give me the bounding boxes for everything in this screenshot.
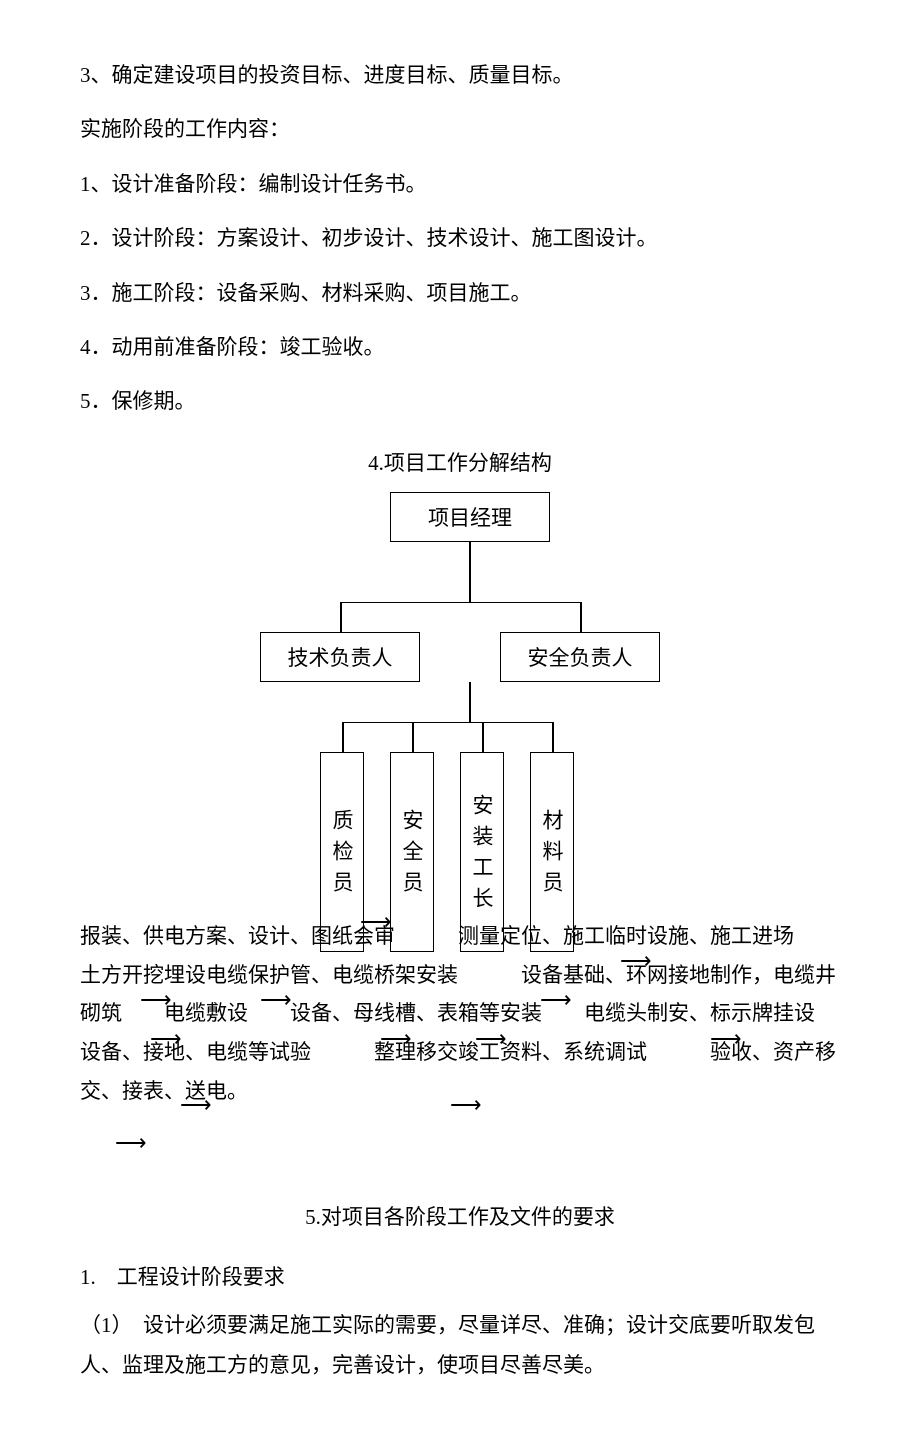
paragraph-impl-heading: 实施阶段的工作内容：	[80, 104, 840, 154]
req-para-1-1: （1） 设计必须要满足施工实际的需要，尽量详尽、准确；设计交底要听取发包人、监理…	[80, 1306, 840, 1386]
paragraph-impl-4: 4．动用前准备阶段：竣工验收。	[80, 322, 840, 372]
flow-container: 报装、供电方案、设计、图纸会审 测量定位、施工临时设施、施工进场 土方开挖埋设电…	[80, 917, 840, 1111]
node-safety-lead: 安全负责人	[500, 632, 660, 682]
connector-line	[340, 602, 580, 604]
arrow-icon: ⟶	[360, 909, 392, 935]
paragraph-3: 3、确定建设项目的投资目标、进度目标、质量目标。	[80, 50, 840, 100]
arrow-icon: ⟶	[450, 1092, 482, 1118]
arrow-icon: ⟶	[380, 1026, 412, 1052]
connector-line	[340, 602, 342, 632]
connector-line	[469, 682, 471, 722]
paragraph-impl-1: 1、设计准备阶段：编制设计任务书。	[80, 159, 840, 209]
arrow-icon: ⟶	[150, 1026, 182, 1052]
section-5-title: 5.对项目各阶段工作及文件的要求	[80, 1201, 840, 1231]
org-chart: 项目经理 技术负责人 安全负责人 质检员 安全员 安装工长 材料员	[180, 492, 740, 952]
connector-line	[412, 722, 414, 752]
arrow-icon: ⟶	[140, 987, 172, 1013]
arrow-icon: ⟶	[260, 987, 292, 1013]
arrow-icon: ⟶	[620, 948, 652, 974]
arrow-icon: ⟶	[710, 1026, 742, 1052]
connector-line	[552, 722, 554, 752]
paragraph-impl-2: 2．设计阶段：方案设计、初步设计、技术设计、施工图设计。	[80, 213, 840, 263]
arrow-icon: ⟶	[540, 987, 572, 1013]
node-project-manager: 项目经理	[390, 492, 550, 542]
arrow-icon: ⟶	[180, 1092, 212, 1118]
connector-line	[469, 542, 471, 602]
node-tech-lead: 技术负责人	[260, 632, 420, 682]
paragraph-impl-5: 5．保修期。	[80, 376, 840, 426]
connector-line	[580, 602, 582, 632]
connector-line	[342, 722, 344, 752]
arrow-icon: ⟶	[115, 1130, 147, 1156]
connector-line	[482, 722, 484, 752]
paragraph-impl-3: 3．施工阶段：设备采购、材料采购、项目施工。	[80, 268, 840, 318]
arrow-icon: ⟶	[475, 1026, 507, 1052]
flow-text: 报装、供电方案、设计、图纸会审 测量定位、施工临时设施、施工进场 土方开挖埋设电…	[80, 917, 840, 1111]
section-4-title: 4.项目工作分解结构	[80, 447, 840, 477]
connector-line	[342, 722, 552, 724]
req-heading-1: 1. 工程设计阶段要求	[80, 1261, 840, 1291]
